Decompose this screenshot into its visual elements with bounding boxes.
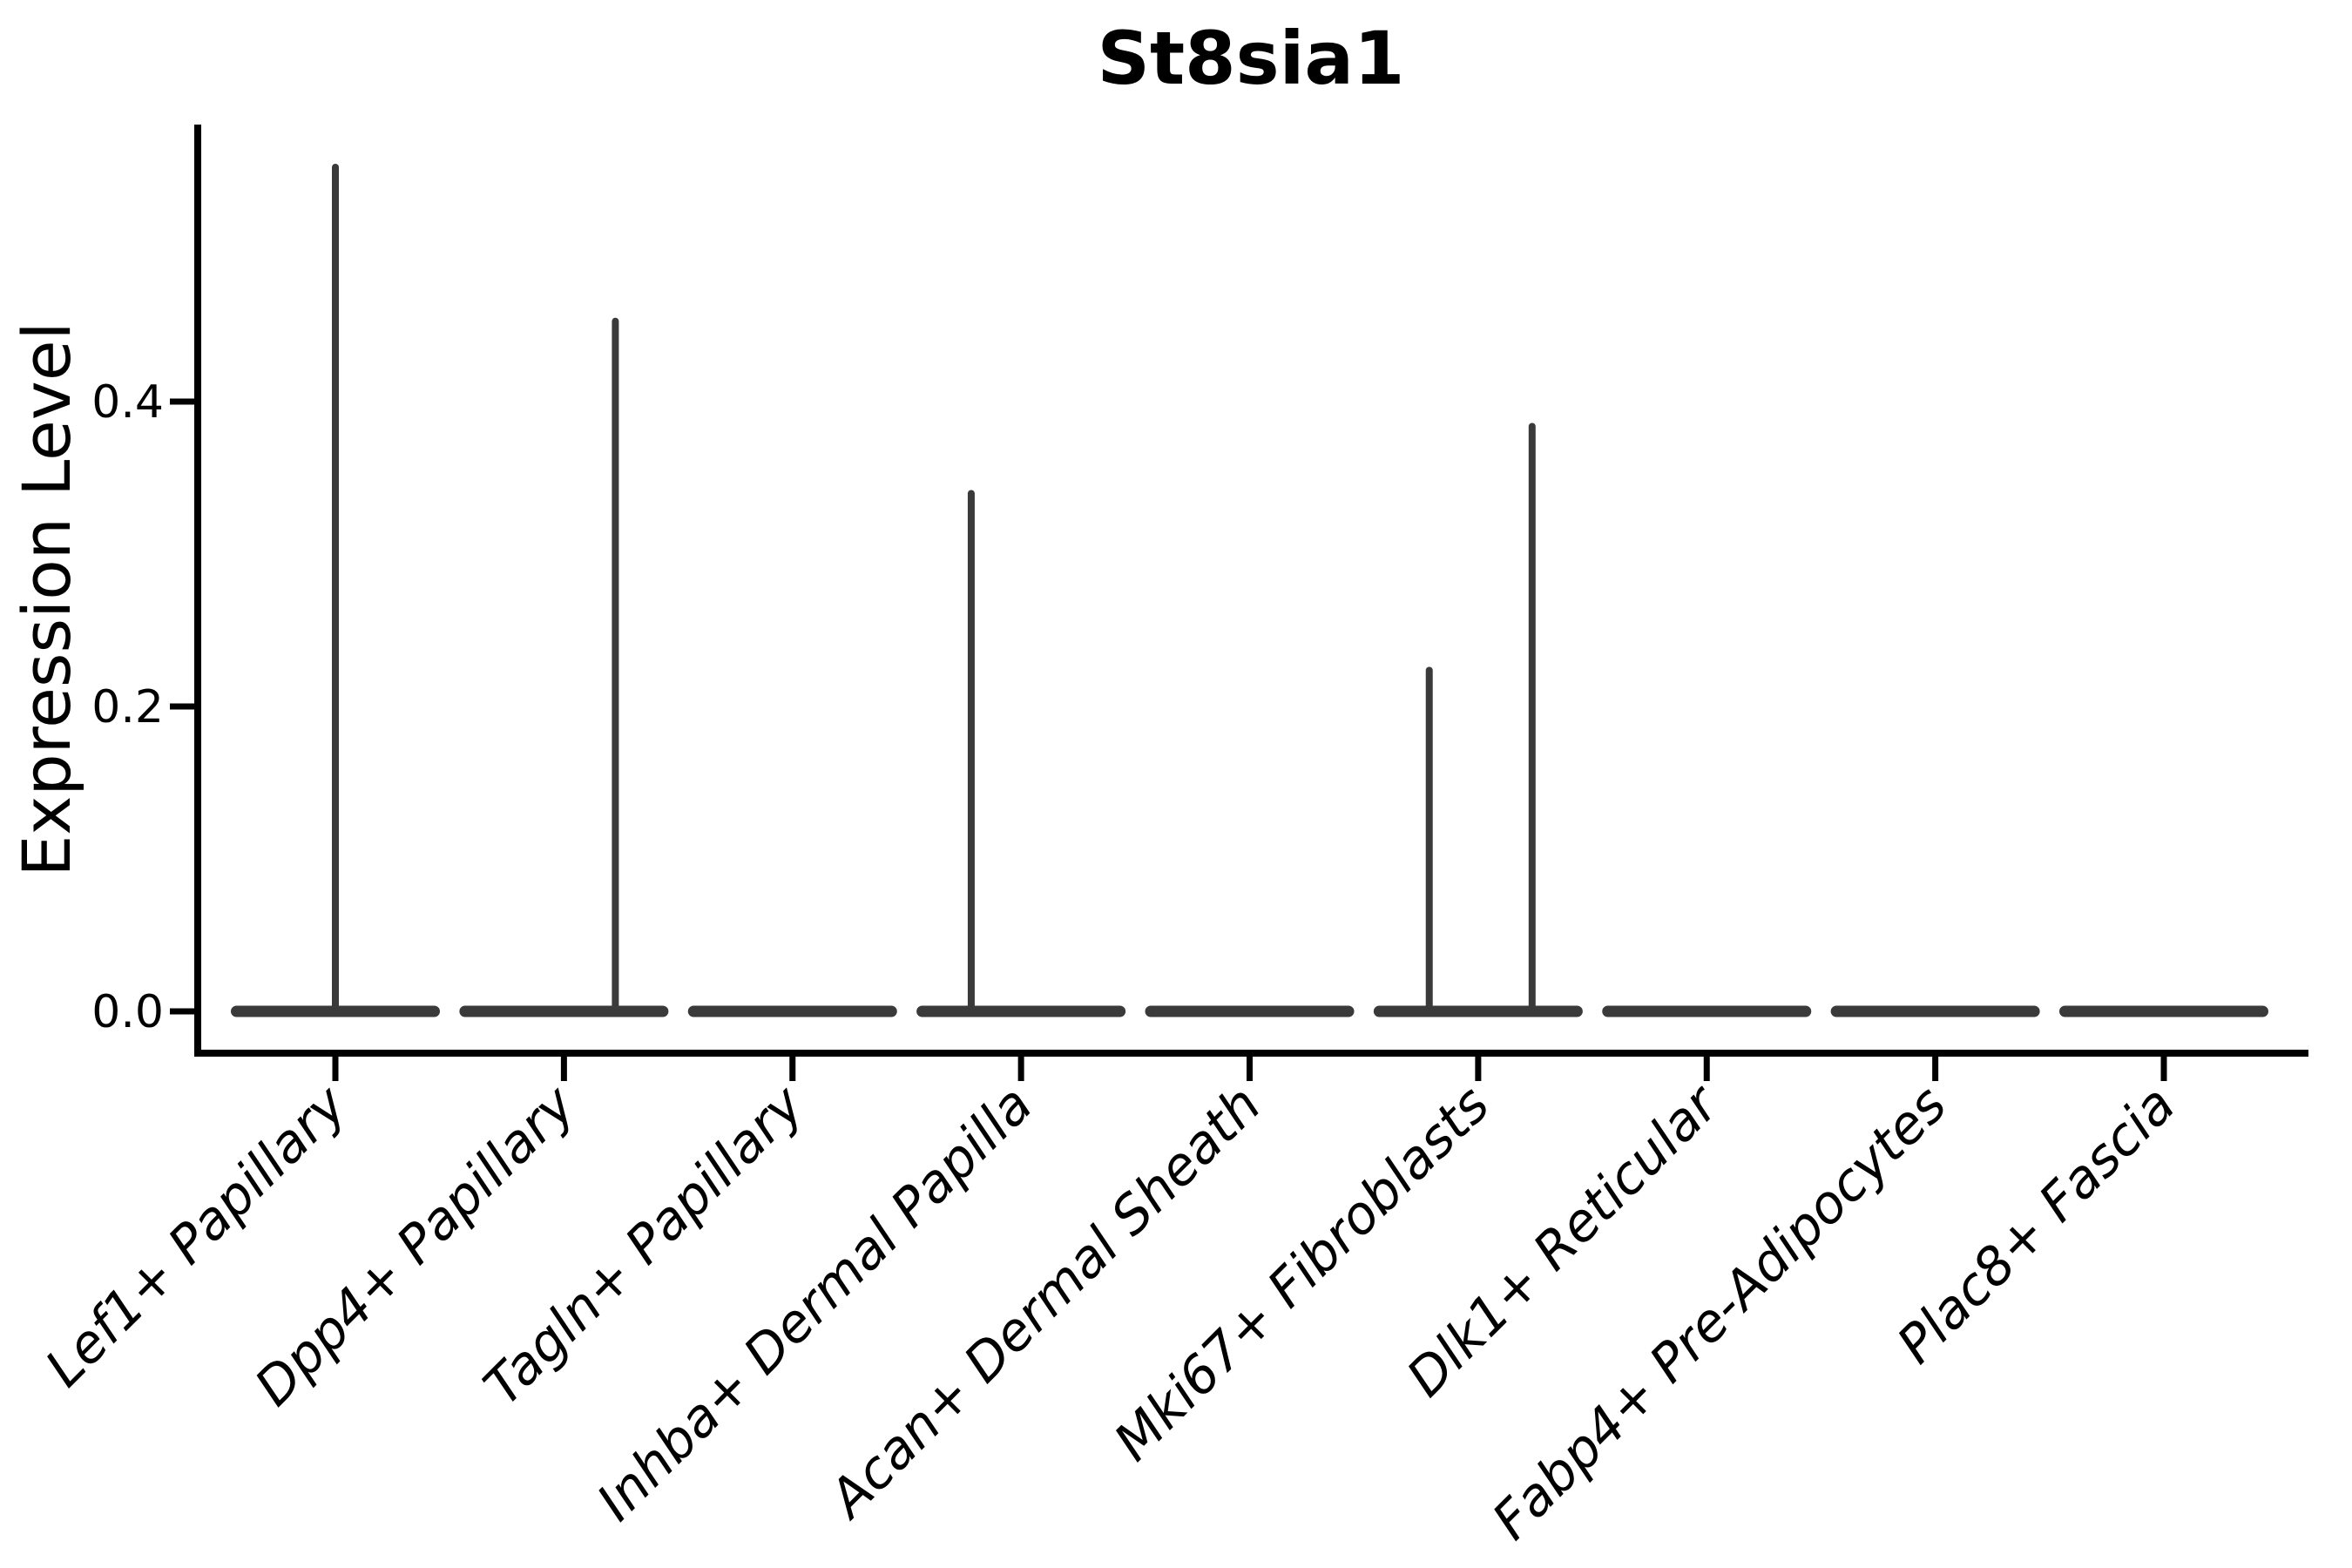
y-tick-label: 0.2 bbox=[91, 681, 164, 733]
x-tick bbox=[332, 1057, 339, 1081]
x-tick bbox=[1247, 1057, 1253, 1081]
chart-title: St8sia1 bbox=[1097, 16, 1404, 101]
axes-layer: 0.0 0.2 0.4 bbox=[91, 125, 2308, 1081]
y-tick bbox=[170, 1008, 194, 1015]
violin-body bbox=[1830, 1005, 2040, 1017]
violin-body bbox=[231, 1005, 440, 1017]
violin-body bbox=[916, 1005, 1126, 1017]
violin-layer bbox=[231, 164, 2268, 1017]
x-tick bbox=[1932, 1057, 1939, 1081]
violin-body bbox=[687, 1005, 897, 1017]
y-axis-label: Expression Level bbox=[8, 321, 85, 876]
violin-body bbox=[1602, 1005, 1812, 1017]
violin-body bbox=[1145, 1005, 1355, 1017]
x-tick bbox=[789, 1057, 796, 1081]
x-tick bbox=[560, 1057, 567, 1081]
violin-body bbox=[2059, 1005, 2268, 1017]
x-tick-label: Fabp4+ Pre-Adipocytes bbox=[1481, 1074, 1958, 1551]
x-tick bbox=[2160, 1057, 2167, 1081]
y-tick bbox=[170, 703, 194, 710]
x-tick-label: Mki67+ Fibroblasts bbox=[1103, 1074, 1502, 1473]
violin-body bbox=[1373, 1005, 1583, 1017]
y-tick-label: 0.0 bbox=[91, 986, 164, 1038]
y-tick bbox=[170, 398, 194, 405]
y-axis-line bbox=[194, 125, 201, 1057]
x-tick-label: Inhba+ Dermal Papilla bbox=[585, 1074, 1044, 1532]
x-tick bbox=[1017, 1057, 1024, 1081]
violin-body bbox=[459, 1005, 669, 1017]
x-tick bbox=[1703, 1057, 1710, 1081]
x-tick-label: Acan+ Dermal Sheath bbox=[815, 1074, 1273, 1531]
x-axis-line bbox=[194, 1050, 2308, 1057]
y-tick-label: 0.4 bbox=[91, 376, 164, 429]
x-tick bbox=[1475, 1057, 1482, 1081]
